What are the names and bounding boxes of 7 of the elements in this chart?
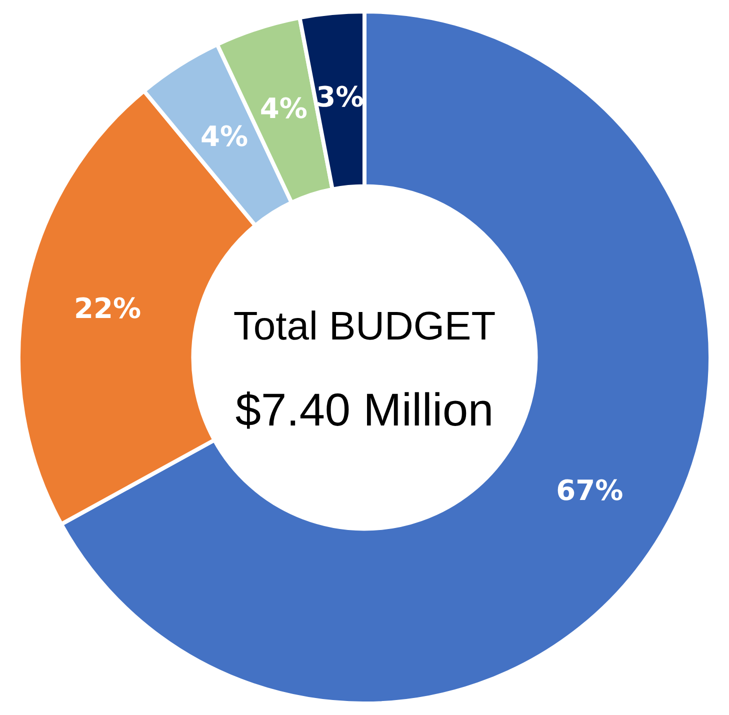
data-label: 4% <box>260 92 308 126</box>
data-label: 3% <box>316 80 364 114</box>
text: $7.40 Million <box>235 384 494 436</box>
data-label: 4% <box>200 120 248 154</box>
data-label: 67% <box>556 474 624 508</box>
data-label: 22% <box>74 292 142 325</box>
text: Total BUDGET <box>233 304 496 349</box>
